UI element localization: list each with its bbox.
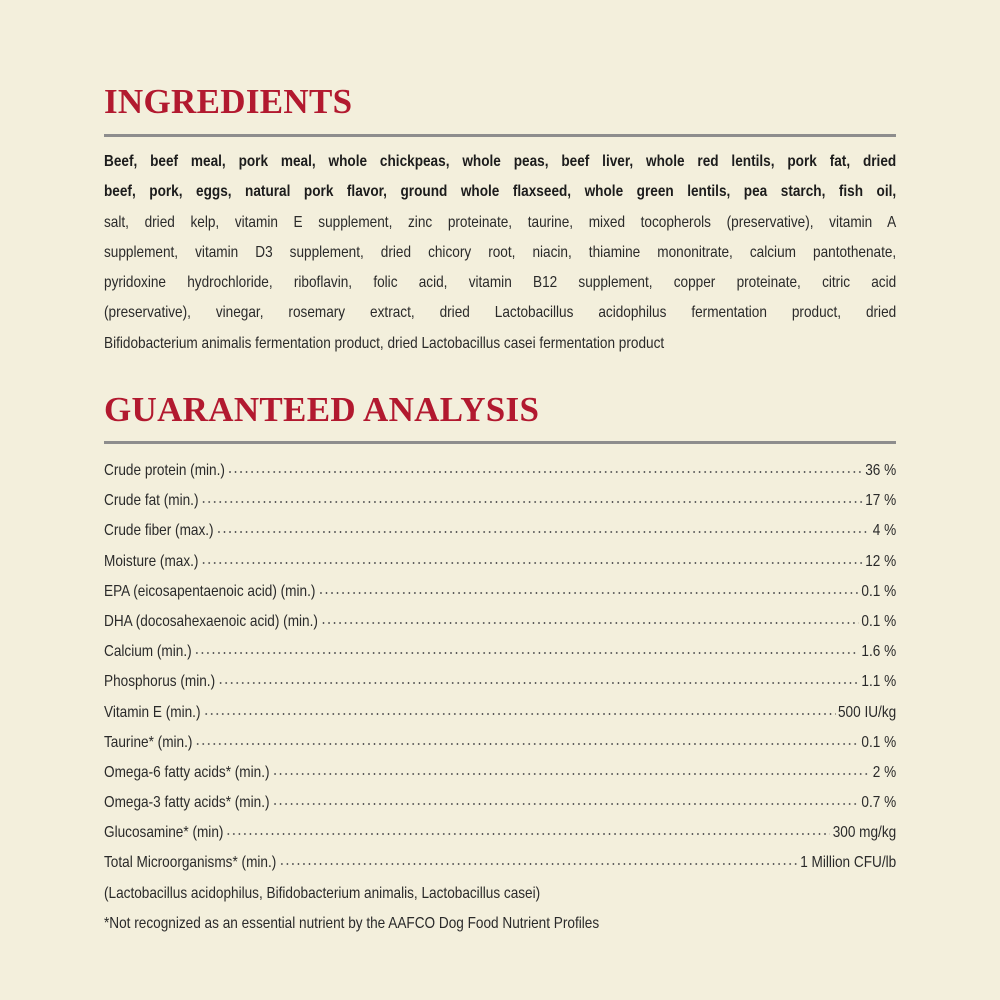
nutrient-value: 2 %	[872, 763, 897, 781]
analysis-row: Phosphorus (min.) 1.1 %	[104, 667, 896, 697]
dot-leader	[194, 742, 859, 745]
dot-leader	[203, 712, 836, 715]
nutrient-value: 0.1 %	[861, 733, 897, 751]
dot-leader	[320, 621, 859, 624]
ingredients-text: Beef, beef meal, pork meal, whole chickp…	[104, 147, 896, 359]
dot-leader	[216, 531, 871, 534]
nutrient-label: Vitamin E (min.)	[104, 703, 201, 721]
nutrient-label: Crude fat (min.)	[104, 492, 199, 510]
dot-leader	[225, 833, 831, 836]
dot-leader	[194, 652, 859, 655]
dot-leader	[272, 772, 871, 775]
nutrient-label: Phosphorus (min.)	[104, 673, 216, 691]
analysis-row: Omega-3 fatty acids* (min.) 0.7 %	[104, 788, 896, 818]
nutrient-value: 300 mg/kg	[832, 824, 897, 842]
nutrient-label: Omega-3 fatty acids* (min.)	[104, 794, 270, 812]
analysis-row: Crude fat (min.) 17 %	[104, 486, 896, 516]
analysis-row: Crude fiber (max.) 4 %	[104, 516, 896, 546]
analysis-row: Calcium (min.) 1.6 %	[104, 637, 896, 667]
nutrient-value: 0.1 %	[861, 582, 897, 600]
nutrient-label: Crude protein (min.)	[104, 462, 225, 479]
ingredients-line: Bifidobacterium animalis fermentation pr…	[104, 334, 665, 352]
analysis-row: Moisture (max.) 12 %	[104, 547, 896, 577]
nutrient-label: Taurine* (min.)	[104, 733, 193, 751]
ingredients-divider	[104, 134, 896, 137]
footnote: *Not recognized as an essential nutrient…	[104, 914, 600, 932]
ingredients-line: beef, pork, eggs, natural pork flavor, g…	[104, 183, 897, 201]
ingredients-line: salt, dried kelp, vitamin E supplement, …	[104, 213, 897, 231]
nutrient-value: 500 IU/kg	[837, 703, 897, 721]
analysis-row: Omega-6 fatty acids* (min.) 2 %	[104, 758, 896, 788]
analysis-heading: GUARANTEED ANALYSIS	[104, 390, 540, 429]
analysis-row: Taurine* (min.) 0.1 %	[104, 728, 896, 758]
nutrient-label: Glucosamine* (min)	[104, 824, 224, 842]
nutrient-value: 0.1 %	[861, 612, 897, 630]
nutrient-value: 4 %	[872, 522, 897, 540]
nutrient-label: EPA (eicosapentaenoic acid) (min.)	[104, 582, 316, 600]
dot-leader	[317, 591, 859, 594]
nutrient-value: 1.1 %	[861, 673, 897, 691]
dot-leader	[278, 863, 798, 866]
nutrient-label: DHA (docosahexaenoic acid) (min.)	[104, 612, 318, 630]
dot-leader	[217, 682, 859, 685]
nutrient-value: 17 %	[865, 492, 897, 510]
nutrient-value: 1.6 %	[861, 643, 897, 661]
ingredients-line: Beef, beef meal, pork meal, whole chickp…	[104, 153, 897, 170]
nutrient-value: 1 Million CFU/lb	[800, 854, 897, 872]
dot-leader	[227, 471, 863, 473]
analysis-row: EPA (eicosapentaenoic acid) (min.) 0.1 %	[104, 577, 896, 607]
nutrient-label: Crude fiber (max.)	[104, 522, 214, 540]
ingredients-line: pyridoxine hydrochloride, riboflavin, fo…	[104, 274, 897, 292]
ingredients-heading: INGREDIENTS	[104, 82, 353, 121]
nutrient-value: 0.7 %	[861, 794, 897, 812]
ingredients-line: supplement, vitamin D3 supplement, dried…	[104, 243, 897, 261]
nutrient-value: 36 %	[865, 462, 897, 479]
ingredients-line: (preservative), vinegar, rosemary extrac…	[104, 304, 897, 322]
microorganisms-note: (Lactobacillus acidophilus, Bifidobacter…	[104, 884, 541, 902]
analysis-row: Vitamin E (min.) 500 IU/kg	[104, 698, 896, 728]
nutrient-value: 12 %	[865, 552, 897, 570]
analysis-row: DHA (docosahexaenoic acid) (min.) 0.1 %	[104, 607, 896, 637]
dot-leader	[272, 803, 859, 806]
nutrient-label: Moisture (max.)	[104, 552, 199, 570]
nutrient-label: Calcium (min.)	[104, 643, 192, 661]
analysis-row: Crude protein (min.) 36 %	[104, 456, 896, 486]
analysis-divider	[104, 441, 896, 444]
dot-leader	[201, 561, 863, 564]
nutrient-label: Total Microorganisms* (min.)	[104, 854, 277, 872]
analysis-row: Total Microorganisms* (min.) 1 Million CF…	[104, 848, 896, 878]
dot-leader	[201, 501, 863, 504]
nutrient-label: Omega-6 fatty acids* (min.)	[104, 763, 270, 781]
analysis-table: Crude protein (min.) 36 % Crude fat (min.)…	[104, 456, 896, 939]
analysis-row: Glucosamine* (min) 300 mg/kg	[104, 818, 896, 848]
